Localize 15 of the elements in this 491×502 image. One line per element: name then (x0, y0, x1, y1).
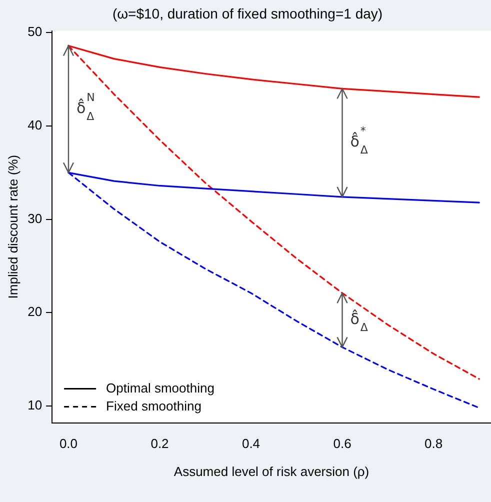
x-tick-label: 0.0 (59, 436, 78, 452)
x-tick-label: 0.4 (242, 436, 260, 452)
x-tick-label: 0.6 (333, 436, 352, 452)
x-axis-title: Assumed level of risk aversion (ρ) (174, 464, 370, 479)
y-tick-label: 20 (28, 304, 42, 320)
annotation: Optimal smoothing (106, 380, 214, 396)
x-tick-label: 0.2 (150, 436, 169, 452)
y-tick-label: 50 (28, 24, 42, 40)
y-tick-label: 30 (28, 210, 42, 226)
y-tick-label: 10 (28, 398, 42, 413)
y-tick-label: 40 (28, 118, 42, 133)
chart-title: (ω=$10, duration of fixed smoothing=1 day) (112, 5, 383, 22)
y-axis-title: Implied discount rate (%) (5, 154, 20, 299)
annotation: Fixed smoothing (106, 398, 202, 414)
x-tick-label: 0.8 (424, 436, 443, 452)
